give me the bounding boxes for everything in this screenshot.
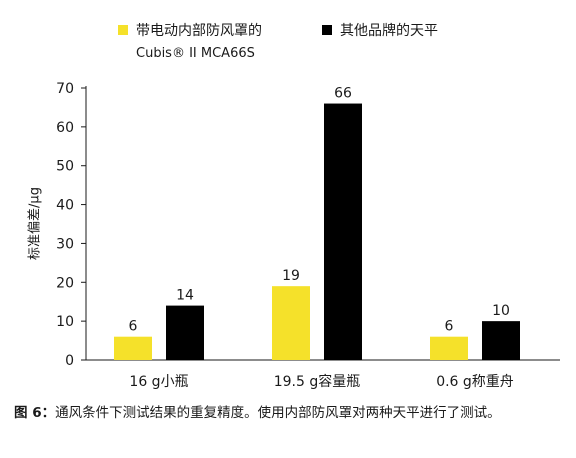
x-tick-label: 0.6 g称重舟 <box>436 374 514 390</box>
bar <box>430 336 468 360</box>
bar <box>166 305 204 360</box>
y-tick-label: 0 <box>65 353 74 369</box>
data-label: 14 <box>176 288 194 304</box>
caption-label: 图 6： <box>14 405 56 421</box>
legend-item-black: 其他品牌的天平 <box>322 20 438 40</box>
bar-chart: 0 10 20 30 40 50 60 70 6 14 16 g小瓶 19 66 19.5 g容量瓶 6 10… <box>56 81 560 390</box>
y-tick-label: 30 <box>56 236 74 252</box>
bar <box>324 103 362 361</box>
y-tick-label: 10 <box>56 314 74 330</box>
data-label: 10 <box>492 303 510 319</box>
legend-item-yellow: 带电动内部防风罩的 <box>118 20 262 40</box>
legend-label-yellow-line1: 带电动内部防风罩的 <box>136 23 262 39</box>
data-label: 19 <box>282 268 300 284</box>
x-tick-label: 16 g小瓶 <box>129 374 188 390</box>
y-tick-label: 50 <box>56 159 74 175</box>
y-tick-label: 20 <box>56 275 74 291</box>
legend-label-yellow-line2: Cubis® II MCA66S <box>136 46 255 61</box>
bar <box>482 321 520 360</box>
bar <box>272 286 310 360</box>
legend-swatch-yellow <box>118 25 128 35</box>
y-tick-label: 60 <box>56 120 74 136</box>
x-tick-label: 19.5 g容量瓶 <box>274 373 361 390</box>
figure-caption: 图 6：通风条件下测试结果的重复精度。使用内部防风罩对两种天平进行了测试。 <box>14 402 562 424</box>
legend-black: 其他品牌的天平 <box>322 20 438 40</box>
y-tick-label: 40 <box>56 198 74 214</box>
data-label: 66 <box>334 86 352 102</box>
legend-label-black: 其他品牌的天平 <box>340 23 438 39</box>
caption-text: 通风条件下测试结果的重复精度。使用内部防风罩对两种天平进行了测试。 <box>55 405 501 421</box>
bar <box>114 336 152 360</box>
legend-swatch-black <box>322 25 332 35</box>
data-label: 6 <box>445 319 454 335</box>
data-label: 6 <box>129 319 138 335</box>
y-tick-label: 70 <box>56 81 74 97</box>
legend: 带电动内部防风罩的 Cubis® II MCA66S <box>118 20 262 61</box>
